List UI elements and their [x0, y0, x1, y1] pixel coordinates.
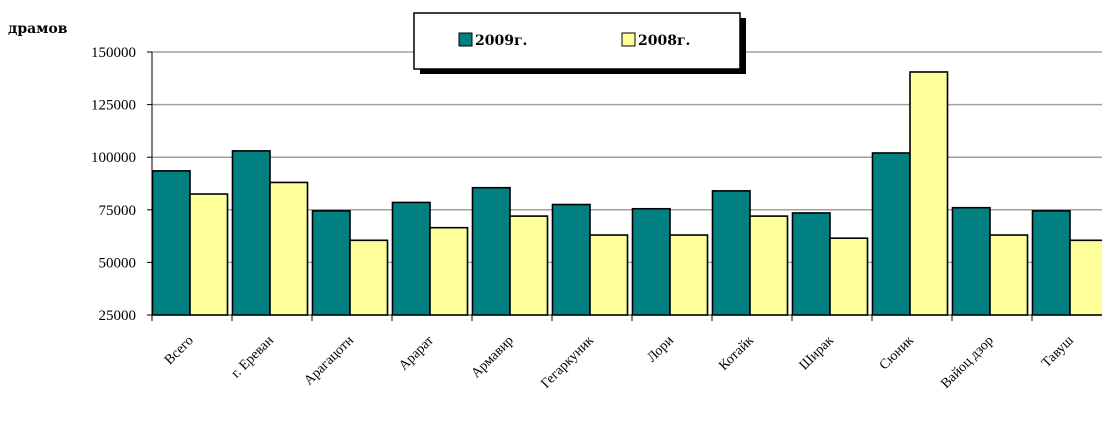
bar-series1	[711, 190, 751, 316]
bar-series1	[951, 206, 991, 316]
bar-series1	[231, 150, 271, 316]
x-tick-label: Котайк	[716, 333, 757, 374]
y-tick-label: 125000	[91, 98, 136, 114]
y-tick-label: 100000	[91, 150, 136, 166]
axes	[151, 52, 1102, 316]
bar-series2	[429, 226, 469, 316]
x-tick-label: Сюник	[877, 333, 917, 373]
y-tick-label: 25000	[99, 308, 137, 324]
bar-series1	[151, 170, 191, 316]
bar-series1	[391, 201, 431, 316]
bar-series1	[1031, 210, 1071, 316]
bar-series1	[791, 212, 831, 316]
bar-series1	[551, 203, 591, 316]
x-tick-label: Всего	[162, 333, 197, 368]
bar-series2	[1069, 239, 1102, 316]
bars	[151, 71, 1102, 316]
legend: 2009г. 2008г.	[413, 12, 746, 74]
bar-series2	[989, 234, 1029, 316]
x-tick-label: Вайоц дзор	[938, 333, 997, 392]
x-tick-label: Гегаркуник	[538, 333, 597, 392]
x-tick-label: Армавир	[469, 333, 517, 381]
bar-series1	[471, 186, 511, 316]
bar-series2	[349, 239, 389, 316]
x-tick-label: Арагацотн	[302, 333, 358, 389]
legend-swatch-2008	[621, 32, 636, 47]
x-tick-label: Арарат	[396, 333, 437, 374]
bar-series2	[189, 193, 229, 316]
x-tick-labels: Всего г. Ереван Арагацотн Арарат Армавир Гега…	[151, 315, 1077, 392]
bar-series1	[311, 210, 351, 316]
x-tick-label: г. Ереван	[229, 333, 277, 381]
y-tick-label: 150000	[91, 45, 136, 61]
bar-series2	[269, 181, 309, 316]
x-tick-label: Лори	[645, 333, 678, 366]
bar-series2	[829, 237, 869, 316]
y-tick-label: 75000	[99, 203, 137, 219]
x-tick-label: Ширак	[797, 333, 837, 373]
bar-series2	[509, 215, 549, 316]
bar-series2	[749, 215, 789, 316]
x-tick-label: Тавуш	[1039, 333, 1077, 371]
legend-swatch-2009	[458, 32, 473, 47]
bar-series2	[589, 234, 629, 316]
legend-label-2008: 2008г.	[638, 33, 690, 49]
bar-series1	[871, 152, 911, 316]
legend-label-2009: 2009г.	[475, 33, 527, 49]
bar-series2	[669, 234, 709, 316]
bar-series2	[909, 71, 949, 316]
y-tick-label: 50000	[99, 255, 137, 271]
y-tick-labels: 25000 50000 75000 100000 125000 150000	[91, 45, 152, 324]
y-axis-unit-label: драмов	[8, 21, 68, 37]
bar-series1	[631, 207, 671, 316]
